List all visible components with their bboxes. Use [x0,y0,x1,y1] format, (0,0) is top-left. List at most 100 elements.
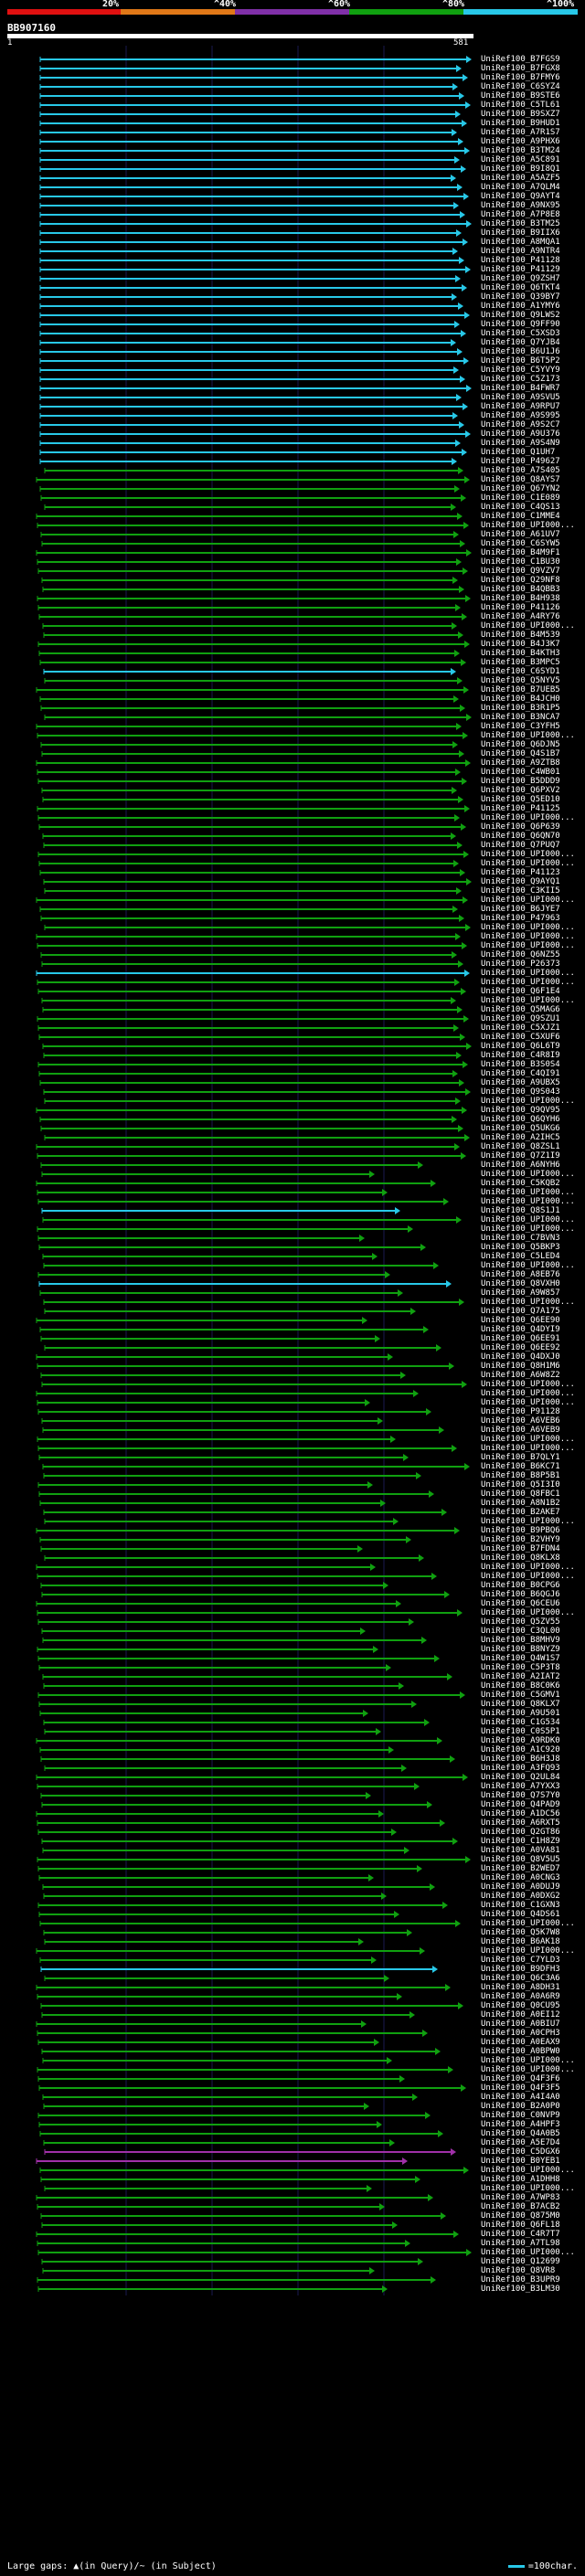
hit-label[interactable]: UniRef100_B3TM24 [481,146,560,155]
hit-label[interactable]: UniRef100_A9RPU7 [481,402,560,411]
hit-label[interactable]: UniRef100_C6SYW5 [481,539,560,548]
hit-label[interactable]: UniRef100_Q1UH7 [481,448,556,457]
hit-label[interactable]: UniRef100_B3MPC5 [481,658,560,667]
hit-label[interactable]: UniRef100_B2A0P0 [481,2102,560,2111]
hit-label[interactable]: UniRef100_Q4S1B7 [481,749,560,758]
hit-label[interactable]: UniRef100_C0S5P1 [481,1727,560,1736]
hit-label[interactable]: UniRef100_Q4PAD9 [481,1800,560,1809]
hit-label[interactable]: UniRef100_A0A6R9 [481,1992,560,2001]
hit-label[interactable]: UniRef100_Q29NF8 [481,576,560,585]
hit-label[interactable]: UniRef100_A7YXX3 [481,1782,560,1791]
hit-label[interactable]: UniRef100_C5LED4 [481,1252,560,1261]
hit-label[interactable]: UniRef100_B3UPR9 [481,2275,560,2284]
hit-label[interactable]: UniRef100_B7QLY1 [481,1453,560,1462]
hit-label[interactable]: UniRef100_B6H3J8 [481,1754,560,1764]
hit-label[interactable]: UniRef100_UPI000... [481,2065,575,2074]
hit-label[interactable]: UniRef100_UPI000... [481,1224,575,1234]
hit-label[interactable]: UniRef100_Q6P639 [481,822,560,832]
hit-label[interactable]: UniRef100_Q9SZU1 [481,1014,560,1023]
hit-label[interactable]: UniRef100_Q8V5U5 [481,1855,560,1864]
hit-label[interactable]: UniRef100_A0BPW0 [481,2047,560,2056]
hit-label[interactable]: UniRef100_B2AKE7 [481,1508,560,1517]
hit-label[interactable]: UniRef100_Q5UKG6 [481,1124,560,1133]
hit-label[interactable]: UniRef100_UPI000... [481,1170,575,1179]
hit-label[interactable]: UniRef100_Q5ZV55 [481,1617,560,1627]
hit-label[interactable]: UniRef100_B7FDN4 [481,1544,560,1553]
hit-label[interactable]: UniRef100_UPI000... [481,932,575,941]
hit-label[interactable]: UniRef100_A6W8Z2 [481,1371,560,1380]
hit-label[interactable]: UniRef100_C1H8Z9 [481,1837,560,1846]
hit-label[interactable]: UniRef100_UPI000... [481,969,575,978]
hit-label[interactable]: UniRef100_C1E089 [481,493,560,503]
hit-label[interactable]: UniRef100_B3R1P5 [481,704,560,713]
hit-label[interactable]: UniRef100_UPI000... [481,1563,575,1572]
hit-label[interactable]: UniRef100_A7WP83 [481,2193,560,2202]
hit-label[interactable]: UniRef100_B9SXZ7 [481,110,560,119]
hit-label[interactable]: UniRef100_UPI000... [481,1261,575,1270]
hit-label[interactable]: UniRef100_Q9ZSH7 [481,274,560,283]
hit-label[interactable]: UniRef100_Q5NYV5 [481,676,560,685]
hit-label[interactable]: UniRef100_Q9AYT4 [481,192,560,201]
hit-label[interactable]: UniRef100_C1MME4 [481,512,560,521]
hit-label[interactable]: UniRef100_Q6QN70 [481,832,560,841]
hit-label[interactable]: UniRef100_A9PHX6 [481,137,560,146]
hit-label[interactable]: UniRef100_UPI000... [481,1188,575,1197]
hit-label[interactable]: UniRef100_A4I4A0 [481,2093,560,2102]
hit-label[interactable]: UniRef100_UPI000... [481,1517,575,1526]
hit-label[interactable]: UniRef100_A61UV7 [481,530,560,539]
hit-label[interactable]: UniRef100_UPI000... [481,731,575,740]
hit-label[interactable]: UniRef100_C5YVY9 [481,366,560,375]
hit-label[interactable]: UniRef100_UPI000... [481,859,575,868]
hit-label[interactable]: UniRef100_UPI000... [481,1919,575,1928]
hit-label[interactable]: UniRef100_A1DC56 [481,1809,560,1818]
hit-label[interactable]: UniRef100_A0EAX9 [481,2038,560,2047]
hit-label[interactable]: UniRef100_A2IHC5 [481,1133,560,1142]
hit-label[interactable]: UniRef100_A4HPF3 [481,2120,560,2129]
hit-label[interactable]: UniRef100_UPI000... [481,521,575,530]
hit-label[interactable]: UniRef100_Q8FBC1 [481,1489,560,1499]
hit-label[interactable]: UniRef100_C5TL61 [481,101,560,110]
hit-label[interactable]: UniRef100_C5XJZ1 [481,1023,560,1033]
hit-label[interactable]: UniRef100_UPI000... [481,2056,575,2065]
hit-label[interactable]: UniRef100_B7ACB2 [481,2202,560,2211]
hit-label[interactable]: UniRef100_UPI000... [481,1444,575,1453]
hit-label[interactable]: UniRef100_A7R1S7 [481,128,560,137]
hit-label[interactable]: UniRef100_Q875M0 [481,2211,560,2221]
hit-label[interactable]: UniRef100_UPI000... [481,923,575,932]
hit-label[interactable]: UniRef100_B7UEB5 [481,685,560,694]
hit-label[interactable]: UniRef100_B7FGX8 [481,64,560,73]
hit-label[interactable]: UniRef100_Q9QV95 [481,1106,560,1115]
hit-label[interactable]: UniRef100_A4RY76 [481,612,560,621]
hit-label[interactable]: UniRef100_A9UBX5 [481,1078,560,1087]
hit-label[interactable]: UniRef100_B9IIX6 [481,228,560,238]
hit-label[interactable]: UniRef100_B6QGJ6 [481,1590,560,1599]
hit-label[interactable]: UniRef100_C3KII5 [481,886,560,896]
hit-label[interactable]: UniRef100_C4R7T7 [481,2230,560,2239]
hit-label[interactable]: UniRef100_B4M539 [481,631,560,640]
hit-label[interactable]: UniRef100_A8N1B2 [481,1499,560,1508]
hit-label[interactable]: UniRef100_UPI000... [481,1298,575,1307]
hit-label[interactable]: UniRef100_A9ZTB8 [481,758,560,768]
hit-label[interactable]: UniRef100_UPI000... [481,978,575,987]
hit-label[interactable]: UniRef100_Q8KLX7 [481,1700,560,1709]
hit-label[interactable]: UniRef100_C7YLD3 [481,1956,560,1965]
hit-label[interactable]: UniRef100_A7P8E8 [481,210,560,219]
hit-label[interactable]: UniRef100_Q8AYS7 [481,475,560,484]
hit-label[interactable]: UniRef100_Q5ED10 [481,795,560,804]
hit-label[interactable]: UniRef100_UPI000... [481,813,575,822]
hit-label[interactable]: UniRef100_Q7S7Y0 [481,1791,560,1800]
hit-label[interactable]: UniRef100_P26373 [481,959,560,969]
hit-label[interactable]: UniRef100_A8DH31 [481,1983,560,1992]
hit-label[interactable]: UniRef100_Q6FL18 [481,2221,560,2230]
hit-label[interactable]: UniRef100_B4H938 [481,594,560,603]
hit-label[interactable]: UniRef100_C1BU30 [481,557,560,567]
hit-label[interactable]: UniRef100_Q9VZV7 [481,567,560,576]
hit-label[interactable]: UniRef100_B8P5B1 [481,1471,560,1480]
hit-label[interactable]: UniRef100_Q6CEU6 [481,1599,560,1608]
hit-label[interactable]: UniRef100_A8EB76 [481,1270,560,1279]
hit-label[interactable]: UniRef100_Q9AYQ1 [481,877,560,886]
hit-label[interactable]: UniRef100_Q4W1S7 [481,1654,560,1663]
hit-label[interactable]: UniRef100_UPI000... [481,621,575,631]
hit-label[interactable]: UniRef100_C5P3T8 [481,1663,560,1672]
hit-label[interactable]: UniRef100_Q67YN2 [481,484,560,493]
